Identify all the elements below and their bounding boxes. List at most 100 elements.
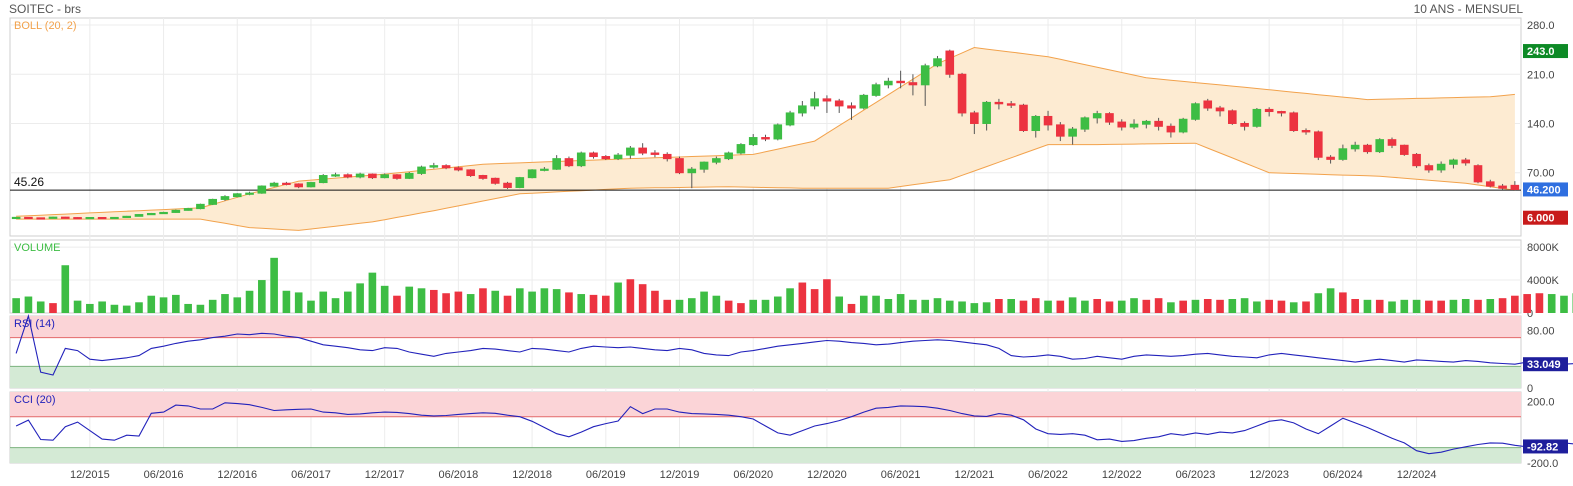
volume-bar (1056, 300, 1065, 313)
candle (257, 185, 267, 194)
rsi-overbought-zone (10, 316, 1521, 338)
volume-bar (565, 292, 573, 313)
volume-bar (933, 298, 942, 313)
x-tick-label: 06/2019 (586, 469, 626, 481)
volume-bar (1363, 299, 1372, 313)
volume-bar (884, 299, 893, 313)
volume-bar (1425, 300, 1433, 313)
x-tick-label: 12/2021 (954, 469, 994, 481)
candle (1166, 125, 1176, 133)
volume-bar (258, 280, 266, 313)
volume-bar (577, 294, 586, 313)
candle (478, 175, 488, 179)
volume-bar (872, 295, 880, 313)
volume-bar (626, 279, 635, 313)
x-tick-label: 12/2019 (660, 469, 700, 481)
volume-bar (98, 301, 106, 313)
volume-bar (294, 292, 303, 313)
volume-bar (1154, 298, 1163, 313)
candle (1080, 117, 1090, 130)
candle (810, 98, 819, 107)
volume-bar (1228, 299, 1237, 313)
cci-badge-bg (1523, 439, 1568, 454)
volume-bar (1302, 301, 1310, 313)
candle (1043, 115, 1053, 126)
candle (1252, 108, 1262, 127)
candle (146, 212, 156, 216)
volume-bar (319, 291, 328, 313)
x-tick-label: 06/2017 (291, 469, 331, 481)
candle (601, 156, 611, 160)
volume-bar (1167, 302, 1175, 313)
candle (1436, 163, 1446, 171)
volume-bar (958, 301, 966, 313)
candle (73, 217, 82, 220)
candle (159, 211, 168, 215)
candle (650, 152, 660, 155)
volume-bar (687, 298, 696, 313)
volume-bar (86, 303, 94, 313)
candle (589, 152, 598, 158)
candle (970, 112, 979, 124)
candle (1301, 130, 1311, 133)
bollinger-band-fill (16, 47, 1515, 231)
volume-bar (1339, 292, 1347, 313)
price-tick-label: 210.0 (1527, 69, 1555, 81)
volume-bar (73, 300, 82, 313)
volume-bar (159, 297, 168, 313)
candle (515, 177, 525, 188)
candle (699, 161, 709, 170)
candle (1129, 123, 1139, 128)
candle (724, 152, 733, 160)
volume-bar (1547, 294, 1556, 313)
candle (282, 182, 291, 185)
volume-bar (1081, 300, 1089, 313)
candle (122, 215, 132, 219)
candle (1375, 139, 1385, 153)
x-tick-label: 06/2024 (1323, 469, 1363, 481)
x-tick-label: 06/2018 (439, 469, 479, 481)
candle (1313, 131, 1323, 158)
reference-line-label: 45.26 (14, 175, 44, 189)
volume-bar (1449, 299, 1458, 313)
volume-bar (466, 294, 475, 313)
volume-bar (1142, 299, 1151, 313)
x-tick-label: 12/2017 (365, 469, 405, 481)
candle (1510, 184, 1520, 190)
volume-bar (1560, 295, 1568, 313)
volume-bar (503, 295, 512, 313)
candle (441, 165, 451, 169)
candle (822, 98, 832, 102)
volume-bar (430, 289, 438, 313)
volume-bar (589, 294, 598, 313)
volume-bar (1474, 299, 1482, 313)
candle (11, 216, 21, 220)
candle (1019, 104, 1028, 132)
volume-bar (1031, 298, 1040, 313)
volume-bar (380, 285, 389, 313)
candle (1117, 121, 1127, 128)
candle (982, 101, 991, 124)
volume-bar (208, 299, 217, 313)
volume-bar (724, 300, 733, 313)
volume-bar (638, 284, 647, 313)
volume-bar (651, 290, 659, 313)
last-price-badge-bg (1523, 182, 1568, 197)
volume-bar (49, 303, 57, 313)
volume-bar (835, 296, 844, 313)
volume-bar (1203, 299, 1212, 313)
candle (662, 153, 672, 160)
candle (1363, 144, 1372, 153)
last-price-badge: 46.200 (1527, 184, 1561, 196)
volume-bar (245, 290, 254, 313)
high-price-badge: 243.0 (1527, 46, 1555, 58)
volume-bar (995, 299, 1003, 313)
volume-bar (810, 289, 819, 313)
candle (1277, 111, 1286, 114)
volume-bar (454, 291, 463, 313)
volume-bar (1375, 299, 1384, 313)
volume-bar (786, 288, 794, 313)
cci-tick-label: -200.0 (1527, 458, 1558, 470)
candle (417, 166, 426, 174)
x-tick-label: 06/2023 (1176, 469, 1216, 481)
